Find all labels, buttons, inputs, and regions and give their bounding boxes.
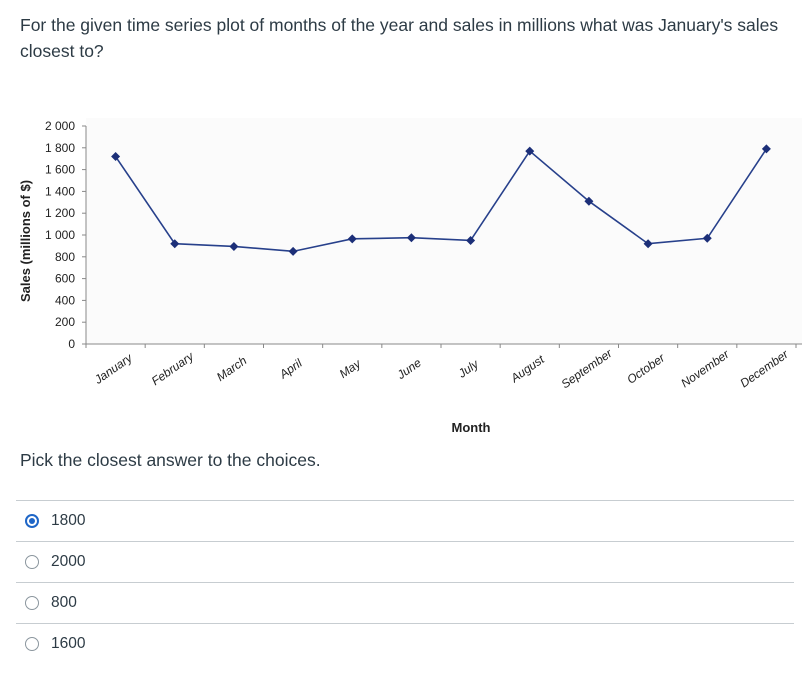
data-point-marker <box>584 196 594 206</box>
data-point-marker <box>466 235 476 245</box>
x-tick-label: October <box>624 350 668 387</box>
y-tick-label: 400 <box>55 293 75 307</box>
answer-option[interactable]: 800 <box>16 582 794 623</box>
x-axis-title: Month <box>452 420 491 435</box>
y-axis-title: Sales (millions of $) <box>18 180 33 302</box>
data-point-marker <box>170 239 180 249</box>
answer-label: 800 <box>51 594 77 611</box>
data-point-marker <box>525 146 535 156</box>
answer-label: 1800 <box>51 512 86 529</box>
x-tick-label: February <box>149 349 197 389</box>
x-tick-label: May <box>337 356 364 381</box>
data-point-marker <box>288 246 298 256</box>
x-tick-label: April <box>276 356 305 382</box>
x-tick-label: August <box>507 352 547 386</box>
data-point-marker <box>406 233 416 243</box>
y-tick-label: 2 000 <box>45 119 75 133</box>
y-tick-label: 200 <box>55 315 75 329</box>
plot-area <box>86 118 802 344</box>
x-tick-label: December <box>737 347 791 391</box>
y-tick-label: 1 200 <box>45 206 75 220</box>
y-tick-label: 1 400 <box>45 184 75 198</box>
radio-button[interactable] <box>25 596 39 610</box>
y-tick-label: 0 <box>68 337 75 351</box>
sales-chart: 0 200 400 600 800 1 000 1 200 1 400 1 600 1 800 2 … <box>16 114 806 444</box>
radio-button[interactable] <box>25 555 39 569</box>
data-point-marker <box>702 233 712 243</box>
sales-line-chart: 0 200 400 600 800 1 000 1 200 1 400 1 600 1 800 2 … <box>18 118 802 435</box>
prompt-text: Pick the closest answer to the choices. <box>20 450 321 470</box>
x-tick-label: January <box>91 350 136 387</box>
series-line <box>114 148 768 253</box>
answer-option[interactable]: 1600 <box>16 623 794 664</box>
data-point-marker <box>761 144 771 154</box>
y-tick-label: 800 <box>55 250 75 264</box>
radio-button[interactable] <box>25 514 39 528</box>
y-tick-label: 1 600 <box>45 163 75 177</box>
answer-option[interactable]: 2000 <box>16 541 794 582</box>
x-tick-label: July <box>455 356 482 381</box>
y-tick-label: 1 800 <box>45 141 75 155</box>
question-text: For the given time series plot of months… <box>20 15 779 61</box>
data-point-marker <box>347 234 357 244</box>
y-tick-label: 600 <box>55 272 75 286</box>
answer-label: 1600 <box>51 635 86 652</box>
radio-button[interactable] <box>25 637 39 651</box>
data-point-marker <box>643 239 653 249</box>
answer-label: 2000 <box>51 553 86 570</box>
x-tick-label: September <box>559 346 616 392</box>
x-tick-label: November <box>678 347 732 391</box>
x-tick-label: March <box>214 353 250 384</box>
x-tick-label: June <box>394 355 424 382</box>
answer-option[interactable]: 1800 <box>16 500 794 541</box>
answer-list: 1800 2000 800 1600 <box>16 500 794 664</box>
data-point-marker <box>111 152 121 162</box>
data-point-marker <box>229 241 239 251</box>
y-tick-label: 1 000 <box>45 228 75 242</box>
